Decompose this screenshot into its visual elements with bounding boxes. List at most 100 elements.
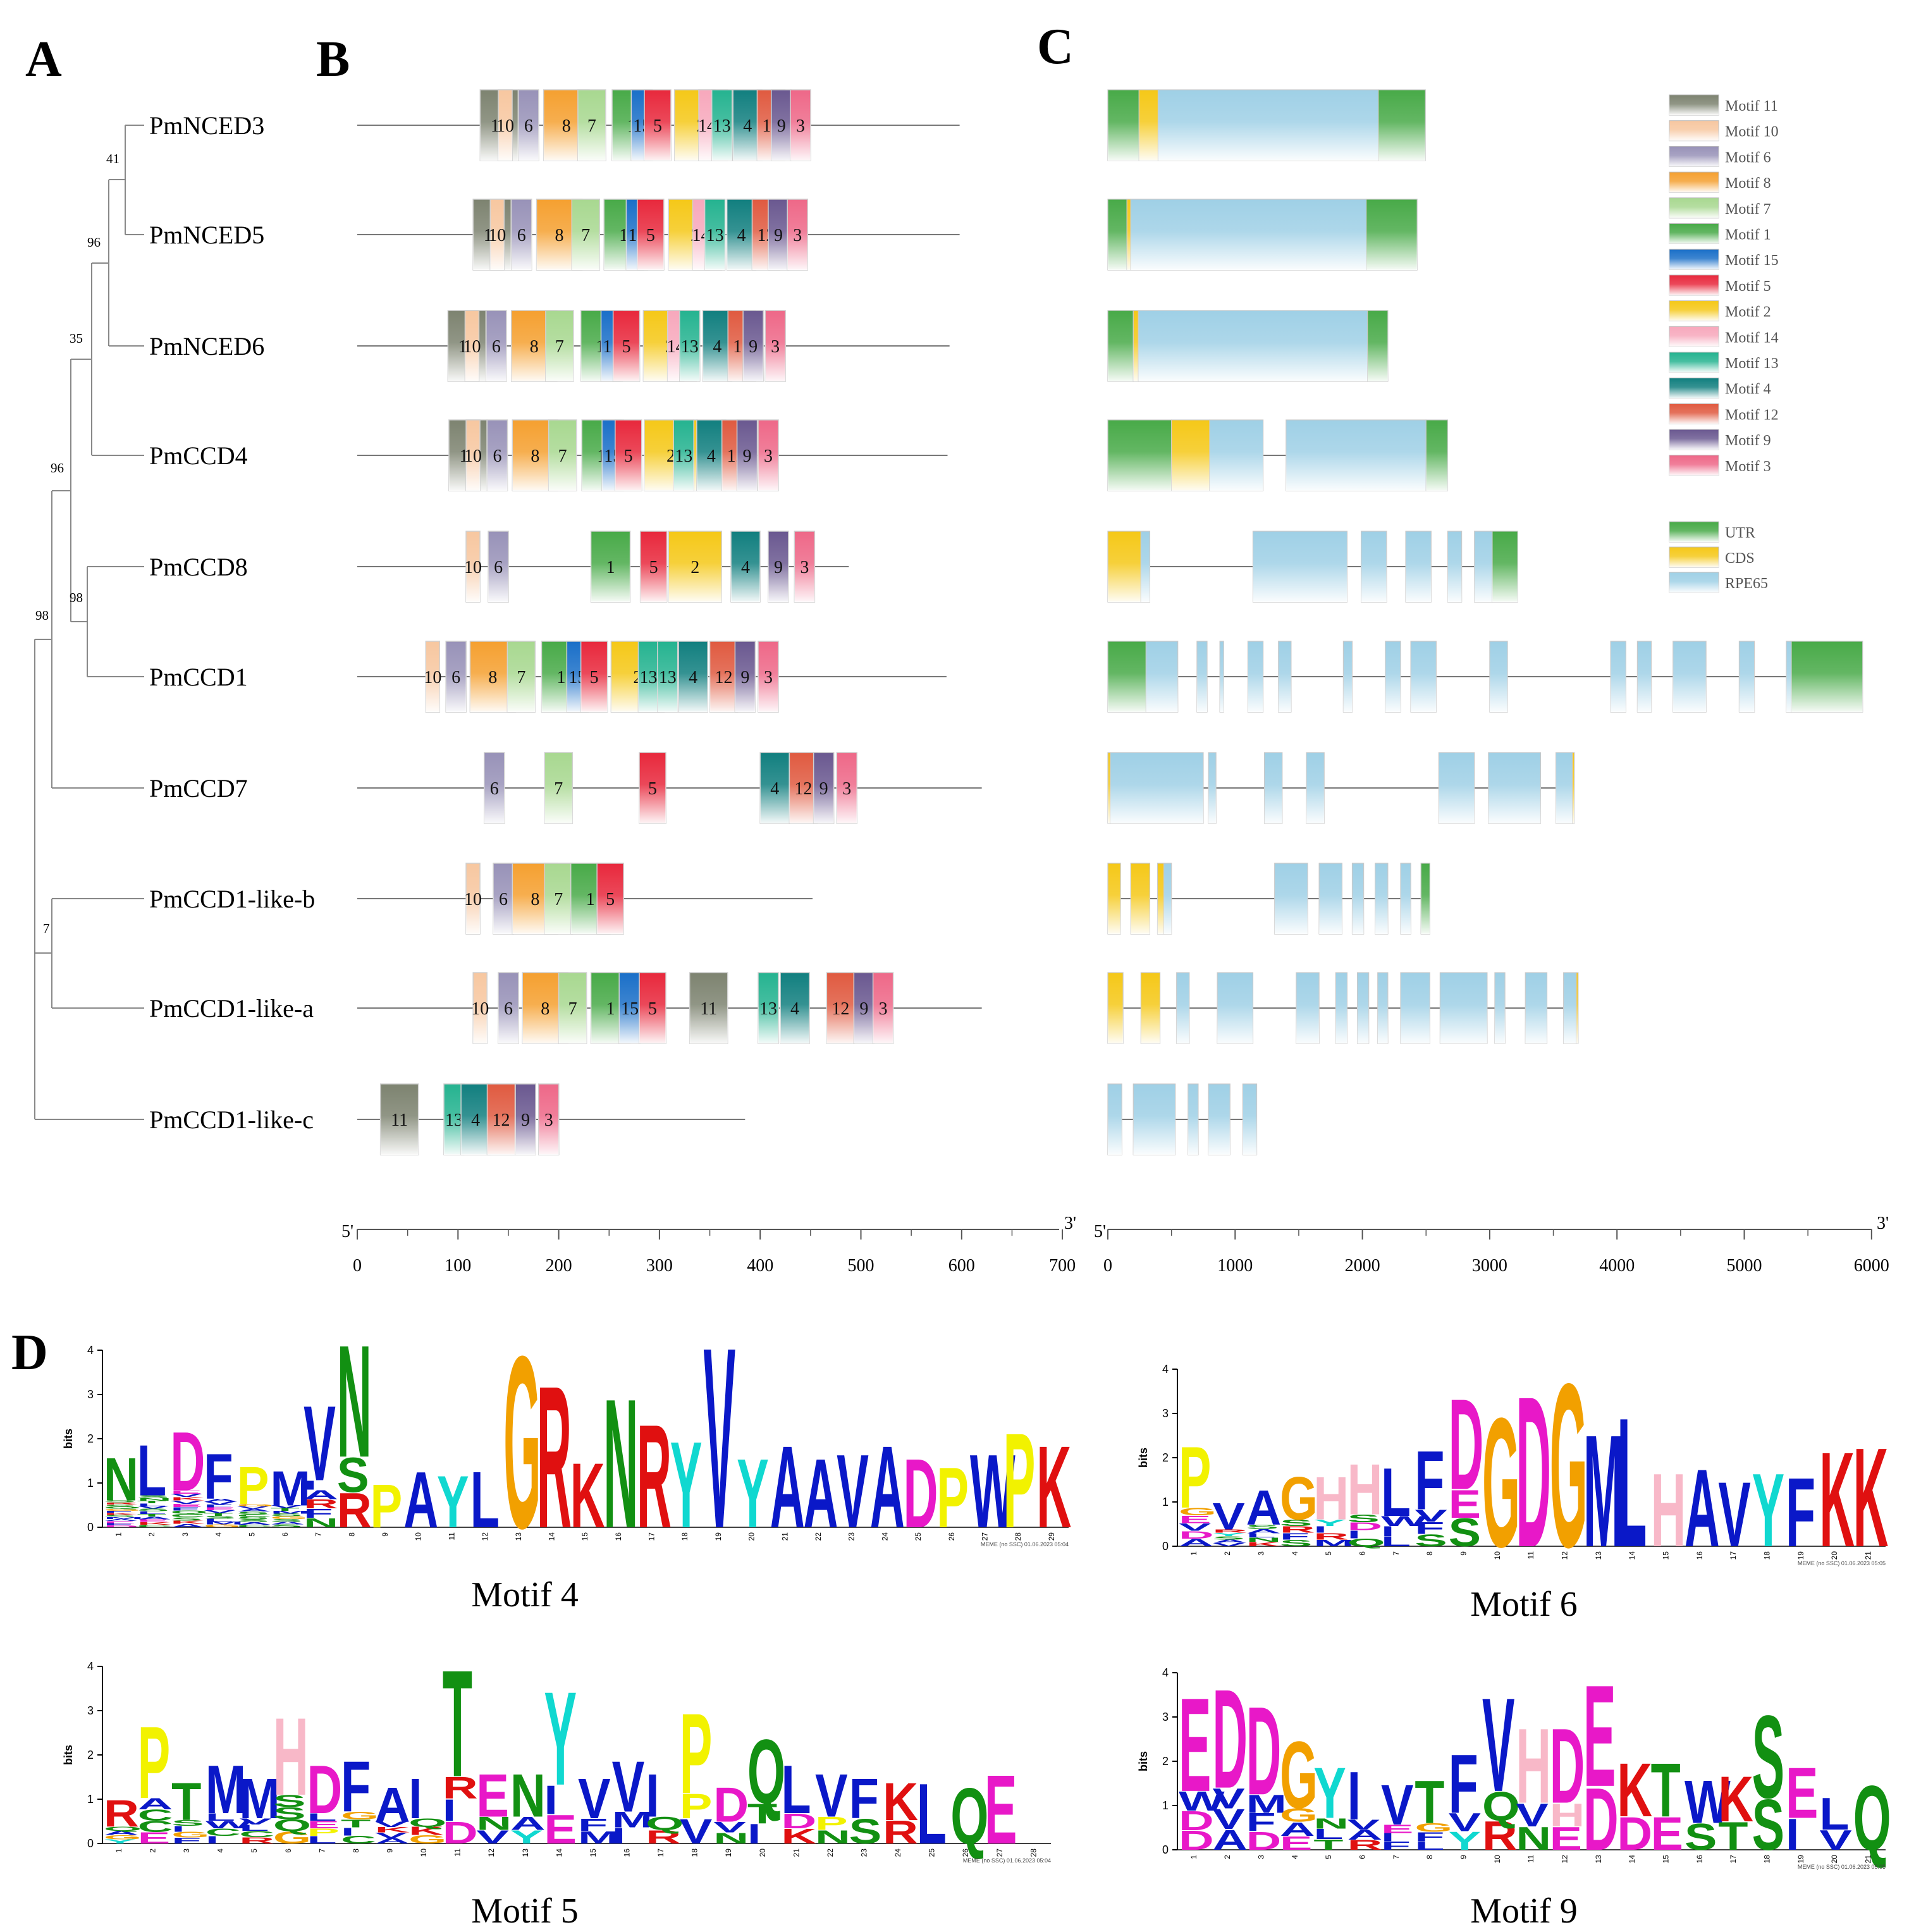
motif-number: 6 xyxy=(490,779,499,799)
cds-segment xyxy=(1140,972,1161,1044)
rpe65-segment-fade xyxy=(1400,973,1430,1043)
rpe65-segment xyxy=(1474,531,1493,603)
rpe65-segment-fade xyxy=(1488,753,1541,823)
logo-y-tick-label: 0 xyxy=(87,1521,94,1534)
utr-segment xyxy=(1791,641,1863,713)
motif-number: 7 xyxy=(517,668,525,687)
motif-fade xyxy=(760,753,790,823)
motif-number: 9 xyxy=(859,999,868,1019)
logo-letter-consensus: F xyxy=(204,1441,233,1513)
cds-segment-fade xyxy=(1139,90,1158,161)
logo-letter-consensus: T xyxy=(1415,1768,1444,1836)
rpe65-segment-fade xyxy=(1296,973,1320,1043)
logo-letter: R xyxy=(337,1483,372,1538)
motif-number: 7 xyxy=(587,116,596,136)
logo-letter: S xyxy=(270,1518,302,1523)
motif-box: 9 xyxy=(813,752,835,824)
rpe65-segment-fade xyxy=(1217,973,1253,1043)
logo-letter-consensus: F xyxy=(1786,1458,1815,1568)
cds-segment-fade xyxy=(1171,420,1210,491)
utr-segment-fade xyxy=(1366,199,1418,270)
motif-box: 5 xyxy=(612,310,641,382)
motif-box: 3 xyxy=(764,310,786,382)
motif-number: 2 xyxy=(690,558,699,577)
rpe65-segment-fade xyxy=(1474,531,1492,602)
bootstrap-41: 41 xyxy=(106,151,120,166)
rpe65-segment-fade xyxy=(1319,863,1342,934)
legend-swatch-fade xyxy=(1669,455,1719,476)
motif-box: 12 xyxy=(486,1083,516,1155)
logo-letter-consensus: L xyxy=(1617,1380,1647,1585)
motif-box: 3 xyxy=(836,752,858,824)
logo-letter: R xyxy=(443,1770,478,1805)
logo-letter: S xyxy=(1449,1510,1481,1555)
rpe65-segment-fade xyxy=(1385,641,1401,712)
logo-letter: T xyxy=(137,1513,167,1518)
rpe65-segment-fade xyxy=(1335,973,1347,1043)
motif-number: 4 xyxy=(790,999,799,1019)
motif-fade xyxy=(689,973,728,1043)
motif-box: 9 xyxy=(736,419,758,491)
logo-position-label: 20 xyxy=(747,1532,756,1541)
motif-box: 4 xyxy=(780,972,810,1044)
logo-position-label: 14 xyxy=(1628,1855,1636,1864)
legend-motif-label: Motif 13 xyxy=(1725,355,1779,372)
motif-number: 5 xyxy=(648,779,657,799)
motif-fade xyxy=(466,531,481,602)
logo-position-label: 29 xyxy=(1047,1532,1056,1541)
rpe65-segment-fade xyxy=(1406,531,1432,602)
motif-box: 15 xyxy=(618,972,641,1044)
motif-box: 4 xyxy=(678,641,708,713)
motif-fade xyxy=(765,311,786,381)
rpe65-segment xyxy=(1274,863,1308,935)
axis-b-tick-label: 400 xyxy=(747,1256,773,1276)
logo-position-label: 12 xyxy=(481,1532,489,1541)
cds-segment xyxy=(1132,310,1139,382)
motif-fade xyxy=(507,641,536,712)
rpe65-segment-fade xyxy=(1556,753,1573,823)
logo-letter: A xyxy=(137,1516,172,1520)
logo-letter-consensus: D xyxy=(1516,1353,1551,1592)
logo-letter: A xyxy=(375,1837,410,1845)
gene-label: PmCCD4 xyxy=(149,441,248,470)
logo-y-tick-label: 2 xyxy=(87,1432,94,1445)
logo-position-label: 10 xyxy=(1493,1855,1502,1864)
logo-letter-consensus: D xyxy=(1212,1661,1248,1818)
logo-letter: P xyxy=(307,1826,340,1838)
logo-letter: C xyxy=(239,1830,274,1839)
logo-letter: V xyxy=(270,1504,302,1509)
logo-letter-consensus: F xyxy=(849,1766,879,1830)
motif-number: 3 xyxy=(764,446,773,466)
logo-letter: L xyxy=(137,1503,166,1507)
logo-letter: L xyxy=(239,1823,269,1833)
cds-segment-fade xyxy=(1141,973,1160,1043)
logo-position-label: 20 xyxy=(1830,1551,1839,1560)
logo-letter: Y xyxy=(510,1827,543,1848)
logo-letter: A xyxy=(237,1508,272,1512)
logo-letter: M xyxy=(104,1517,144,1520)
panel-letter-d: D xyxy=(11,1325,48,1381)
legend-motif-item: Motif 7 xyxy=(1669,197,1771,219)
logo-letter-consensus: V xyxy=(1212,1495,1244,1538)
motif-box: 9 xyxy=(770,89,792,161)
motif-box: 9 xyxy=(768,531,789,603)
cds-segment-fade xyxy=(1572,753,1574,823)
logo-position-label: 11 xyxy=(1526,1855,1535,1863)
legend-motif-label: Motif 5 xyxy=(1725,278,1771,295)
logo-letter-consensus: L xyxy=(1381,1454,1411,1530)
legend-swatch-fade xyxy=(1669,249,1719,270)
logo-y-tick-label: 0 xyxy=(1162,1843,1169,1856)
logo-position-label: 14 xyxy=(555,1849,563,1857)
logo-letter: M xyxy=(204,1521,243,1525)
cds-segment-fade xyxy=(1108,863,1121,934)
legend-motif-label: Motif 12 xyxy=(1725,407,1779,423)
motif-box: 10 xyxy=(496,89,514,161)
logo-letter: E xyxy=(1651,1807,1683,1859)
logo-letter-consensus: T xyxy=(443,1638,472,1808)
motif-box: 7 xyxy=(577,89,606,161)
rpe65-segment-fade xyxy=(1131,199,1366,270)
logo-letter: S xyxy=(1415,1531,1447,1550)
motif-fade xyxy=(854,973,875,1043)
logo-letter: E xyxy=(1449,1482,1481,1527)
